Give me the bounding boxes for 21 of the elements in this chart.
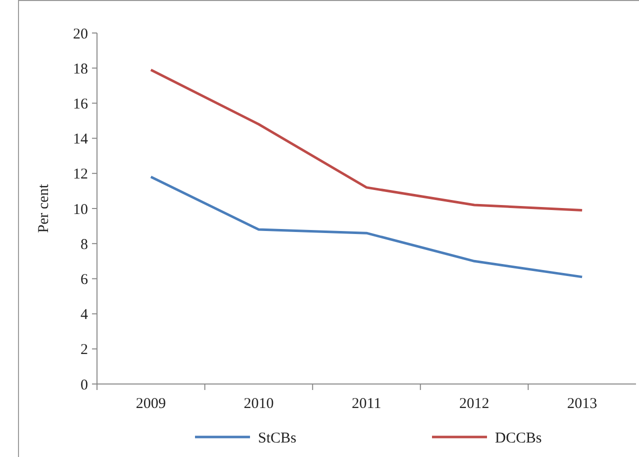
y-tick-label: 6: [80, 272, 88, 288]
line-series: [150, 68, 584, 212]
y-tick-label: 2: [80, 342, 88, 358]
y-tick-label: 4: [80, 307, 88, 324]
x-tick-label: 2010: [244, 396, 274, 412]
legend-label: DCCBs: [495, 430, 542, 446]
y-tick-label: 12: [73, 166, 88, 183]
y-tick-label: 16: [73, 96, 88, 112]
y-tick-label: 14: [73, 132, 88, 148]
x-tick-label: 2012: [459, 396, 490, 412]
x-tick-label: 2009: [136, 396, 166, 412]
y-tick-label: 8: [80, 236, 88, 253]
y-tick-label: 0: [80, 377, 88, 394]
y-tick-label: 10: [73, 202, 88, 218]
line-series: [150, 176, 584, 278]
x-tick-label: 2013: [567, 396, 598, 412]
y-tick-label: 20: [73, 26, 88, 42]
legend-label: StCBs: [258, 430, 297, 446]
x-tick-label: 2011: [352, 396, 382, 412]
y-tick-label: 18: [73, 61, 88, 78]
y-axis-title: Per cent: [36, 183, 52, 233]
